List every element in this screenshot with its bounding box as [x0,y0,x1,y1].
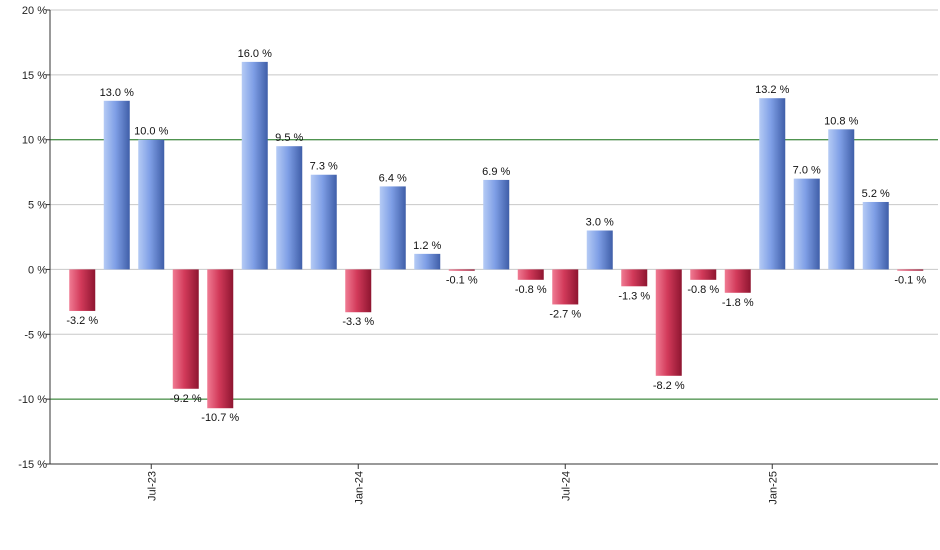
data-label: -0.8 % [687,284,719,296]
data-label: -3.2 % [66,315,98,327]
bar [552,269,579,305]
x-axis-ticks: Jul-23 Jan-24 Jul-24 Jan-25 [146,464,779,505]
bar [655,269,682,376]
bar [759,98,786,270]
bar [862,201,889,270]
data-label: 10.8 % [824,115,858,127]
x-tick-label: Jul-23 [146,471,158,501]
data-label: 13.0 % [100,87,134,99]
data-label: -0.1 % [446,275,478,287]
bar [517,269,544,280]
y-tick-label: 20 % [22,5,47,17]
bar [69,269,96,311]
bar [586,230,613,270]
data-label: 5.2 % [862,188,890,200]
bar [724,269,751,293]
data-label: 3.0 % [586,217,614,229]
bar [103,100,130,270]
data-label: 6.4 % [379,172,407,184]
y-tick-label: -15 % [18,459,47,471]
y-tick-label: 5 % [28,200,47,212]
reference-lines [50,139,938,400]
bar [345,269,372,313]
data-labels: -3.2 % 13.0 % 10.0 % -9.2 % -10.7 % 16.0 % 9.5… [66,48,926,424]
y-tick-label: 0 % [28,264,47,276]
bar [414,253,441,270]
data-label: 13.2 % [755,84,789,96]
x-tick-label: Jul-24 [560,471,572,501]
bar [241,61,268,270]
data-label: 9.5 % [275,132,303,144]
bar [483,179,510,270]
data-label: -1.3 % [618,290,650,302]
y-tick-label: -10 % [18,394,47,406]
data-label: 16.0 % [238,48,272,60]
data-label: 7.3 % [310,161,338,173]
data-label: 6.9 % [482,166,510,178]
bar [379,186,406,270]
bar [828,129,855,270]
data-label: -9.2 % [170,393,202,405]
bar [207,269,234,409]
y-tick-label: 15 % [22,70,47,82]
data-label: -1.8 % [722,297,754,309]
y-axis-ticks: -15 % -10 % -5 % 0 % 5 % 10 % 15 % 20 % [18,5,50,471]
x-tick-label: Jan-25 [767,471,779,505]
data-label: 7.0 % [793,165,821,177]
data-label: -10.7 % [201,412,239,424]
bar [310,174,337,270]
bar [793,178,820,270]
x-tick-label: Jan-24 [353,471,365,505]
bar [448,269,475,271]
axes [49,10,938,465]
data-label: -0.1 % [894,275,926,287]
bar [621,269,648,287]
bar [276,146,303,270]
bar [138,139,165,270]
bars [69,61,924,409]
data-label: -0.8 % [515,284,547,296]
data-label: 1.2 % [413,240,441,252]
data-label: -3.3 % [342,316,374,328]
bar [897,269,924,271]
y-tick-label: 10 % [22,135,47,147]
y-tick-label: -5 % [24,329,47,341]
data-label: 10.0 % [134,126,168,138]
bar [690,269,717,280]
data-label: -2.7 % [549,308,581,320]
data-label: -8.2 % [653,380,685,392]
bar [172,269,199,389]
